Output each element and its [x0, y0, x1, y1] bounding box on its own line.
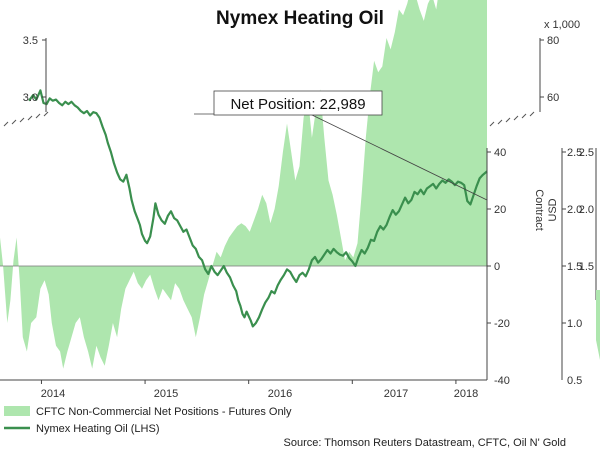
- callout-label: Net Position: 22,989: [230, 96, 365, 113]
- x-tick-label: 2018: [454, 388, 478, 400]
- contract-tick-label: -20: [494, 318, 510, 330]
- legend-label-heating-oil: Nymex Heating Oil (LHS): [36, 423, 159, 435]
- heating-oil-line-layer: [28, 89, 488, 328]
- x-tick-label: 2016: [268, 388, 292, 400]
- right-upper-tick-label: 60: [547, 92, 559, 104]
- right-upper-axis-ticks: x 1,000 80 60: [540, 19, 580, 104]
- edge-axis: 2.5 2.0 1.5: [579, 147, 600, 360]
- net-position-area-layer: [0, 0, 487, 369]
- callout-leader-diagonal: [309, 113, 488, 201]
- right-upper-axis-unit: x 1,000: [544, 19, 580, 31]
- axes-layer: [0, 38, 563, 381]
- contract-axis-title: Contract: [533, 189, 545, 231]
- contract-tick-label: 20: [494, 204, 506, 216]
- usd-axis-title: USD: [547, 198, 559, 221]
- net-position-callout: Net Position: 22,989: [194, 90, 488, 201]
- x-tick-label: 2015: [154, 388, 178, 400]
- axis-break-marks-left: [3, 111, 49, 127]
- left-axis-ticks: 3.5 3.0: [23, 35, 46, 104]
- usd-tick-label: 1.5: [567, 261, 582, 273]
- legend: CFTC Non-Commercial Net Positions - Futu…: [4, 406, 292, 435]
- usd-tick-label: 2.5: [567, 147, 582, 159]
- contract-axis-ticks: 40 20 0 -20 -40: [487, 147, 510, 387]
- edge-tick-label: 2.0: [579, 204, 594, 216]
- contract-tick-label: 40: [494, 147, 506, 159]
- callout-box: [213, 90, 383, 116]
- usd-tick-label: 0.5: [567, 375, 582, 387]
- heating-oil-line: [28, 89, 488, 328]
- x-tick-label: 2017: [384, 388, 408, 400]
- left-tick-label: 3.5: [23, 35, 38, 47]
- axis-break-marks-right: [489, 111, 535, 127]
- contract-tick-label: -40: [494, 375, 510, 387]
- usd-axis-ticks: 2.5 2.0 1.5 1.0 0.5: [562, 147, 582, 387]
- edge-tick-label: 2.5: [579, 147, 594, 159]
- usd-tick-label: 2.0: [567, 204, 582, 216]
- x-tick-label: 2014: [41, 388, 65, 400]
- x-axis-ticks: 2014 2015 2016 2017 2018: [41, 380, 478, 400]
- legend-swatch-area: [4, 406, 30, 416]
- contract-tick-label: 0: [494, 261, 500, 273]
- source-note: Source: Thomson Reuters Datastream, CFTC…: [284, 437, 567, 449]
- net-position-area: [0, 0, 487, 369]
- edge-area-fragment: [596, 290, 600, 360]
- left-tick-label: 3.0: [23, 92, 38, 104]
- usd-tick-label: 1.0: [567, 318, 582, 330]
- chart-title: Nymex Heating Oil: [216, 8, 384, 29]
- legend-label-net-position: CFTC Non-Commercial Net Positions - Futu…: [36, 406, 292, 418]
- edge-tick-label: 1.5: [579, 261, 594, 273]
- right-upper-tick-label: 80: [547, 35, 559, 47]
